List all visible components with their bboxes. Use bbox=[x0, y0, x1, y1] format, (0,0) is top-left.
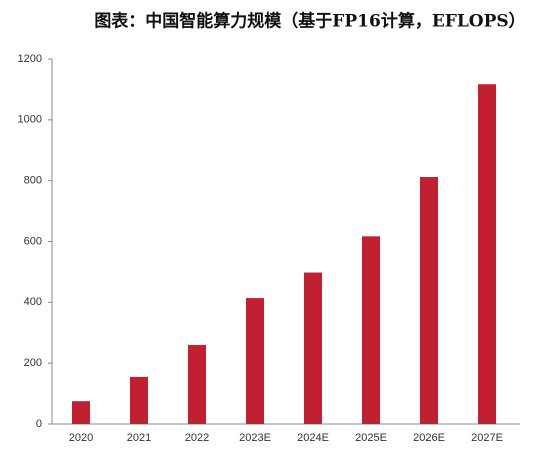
x-tick-label: 2022 bbox=[185, 432, 209, 444]
bar bbox=[420, 177, 438, 424]
x-tick-label: 2023E bbox=[239, 432, 271, 444]
y-tick-label: 200 bbox=[24, 357, 42, 369]
x-tick-label: 2027E bbox=[471, 432, 503, 444]
x-tick-label: 2025E bbox=[355, 432, 387, 444]
bar bbox=[188, 344, 206, 424]
bar bbox=[362, 236, 380, 424]
bar bbox=[304, 272, 322, 424]
bar bbox=[130, 376, 148, 424]
x-tick-label: 2021 bbox=[127, 432, 151, 444]
y-tick-label: 1200 bbox=[18, 53, 42, 65]
bar bbox=[478, 84, 496, 424]
x-tick-label: 2024E bbox=[297, 432, 329, 444]
bar bbox=[246, 298, 264, 424]
y-tick-label: 0 bbox=[36, 418, 42, 430]
y-tick-label: 800 bbox=[24, 175, 42, 187]
x-tick-label: 2026E bbox=[413, 432, 445, 444]
x-tick-label: 2020 bbox=[69, 432, 93, 444]
y-tick-label: 600 bbox=[24, 235, 42, 247]
y-tick-label: 400 bbox=[24, 296, 42, 308]
y-tick-label: 1000 bbox=[18, 114, 42, 126]
bar bbox=[72, 401, 90, 424]
chart-title: 图表：中国智能算力规模（基于FP16计算，EFLOPS） bbox=[94, 11, 525, 32]
